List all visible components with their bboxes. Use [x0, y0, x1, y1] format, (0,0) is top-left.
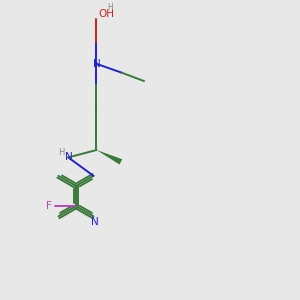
Text: N: N [65, 152, 73, 162]
Text: H: H [107, 3, 113, 12]
Text: N: N [93, 59, 101, 69]
Text: OH: OH [98, 9, 114, 19]
Text: N: N [91, 217, 99, 226]
Text: F: F [46, 201, 52, 211]
Polygon shape [97, 150, 122, 165]
Text: H: H [58, 148, 64, 157]
